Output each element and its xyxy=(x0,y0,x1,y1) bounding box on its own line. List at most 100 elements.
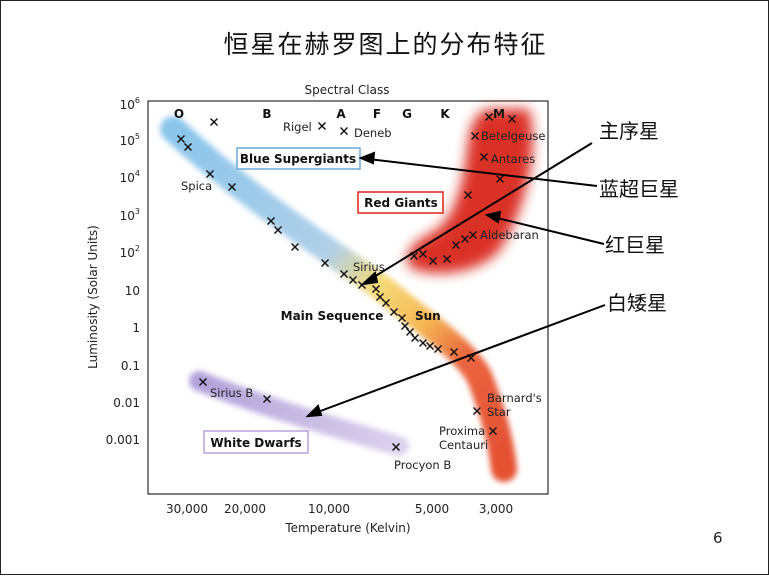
page-number: 6 xyxy=(713,529,723,547)
white-dwarf-band xyxy=(189,371,409,456)
y-axis-ticks: 106 105 104 103 102 10 1 0.1 0.01 0.001 xyxy=(106,96,140,447)
callout-main-sequence: 主序星 xyxy=(599,119,659,143)
plot-frame xyxy=(147,100,549,495)
star-marker xyxy=(390,308,398,316)
arrow-blue-supergiants xyxy=(367,158,598,187)
x-tick-label: 5,000 xyxy=(415,502,449,516)
top-axis-title: Spectral Class xyxy=(305,83,390,97)
star-marker xyxy=(464,191,472,199)
star-marker xyxy=(411,334,419,342)
star-marker xyxy=(228,183,236,191)
y-tick-label: 10 xyxy=(125,284,140,298)
y-tick-label: 0.1 xyxy=(121,359,140,373)
spectral-class-label: M xyxy=(493,107,505,121)
star-marker xyxy=(340,270,348,278)
star-label-proxima: Proxima xyxy=(439,424,485,438)
star-label-barnards: Barnard's xyxy=(487,391,542,405)
arrow-main-sequence xyxy=(368,142,593,281)
star-marker xyxy=(429,257,437,265)
white-dwarfs-label: White Dwarfs xyxy=(210,436,301,450)
arrow-red-giants xyxy=(492,216,605,245)
y-tick-label: 104 xyxy=(120,169,140,185)
arrowhead-blue-supergiants xyxy=(358,151,376,165)
y-tick-label: 105 xyxy=(120,132,140,148)
star-marker xyxy=(496,175,504,183)
x-tick-label: 10,000 xyxy=(308,502,350,516)
star-marker xyxy=(443,255,451,263)
star-marker xyxy=(508,115,516,123)
star-label-sun: Sun xyxy=(415,309,441,323)
y-tick-label: 106 xyxy=(120,96,140,112)
star-marker xyxy=(382,299,390,307)
spectral-class-label: B xyxy=(262,107,271,121)
star-label-aldebaran: Aldebaran xyxy=(480,228,539,242)
callout-labels: 主序星 蓝超巨星 红巨星 白矮星 xyxy=(599,119,679,315)
star-labels: Rigel Deneb Betelgeuse Antares Spica Ald… xyxy=(181,120,545,472)
white-dwarfs-box xyxy=(203,430,309,454)
callout-red-giants: 红巨星 xyxy=(605,233,665,257)
x-axis-ticks: 30,000 20,000 10,000 5,000 3,000 xyxy=(166,502,513,516)
callout-blue-supergiants: 蓝超巨星 xyxy=(599,177,679,201)
y-tick-label: 102 xyxy=(120,244,140,260)
star-marker xyxy=(263,395,271,403)
star-label-barnards: Star xyxy=(487,405,511,419)
star-marker xyxy=(318,122,326,130)
star-marker xyxy=(340,127,348,135)
x-tick-label: 20,000 xyxy=(224,502,266,516)
star-label-procyon-b: Procyon B xyxy=(394,458,451,472)
star-marker xyxy=(406,328,414,336)
callout-arrows xyxy=(305,142,606,418)
star-marker xyxy=(372,285,380,293)
x-axis-title: Temperature (Kelvin) xyxy=(284,521,410,535)
star-marker xyxy=(392,443,400,451)
star-marker xyxy=(489,427,497,435)
star-marker xyxy=(267,217,275,225)
y-tick-label: 1 xyxy=(132,321,140,335)
star-marker xyxy=(434,345,442,353)
star-marker xyxy=(376,293,384,301)
spectral-class-labels: O B A F G K M xyxy=(174,107,505,121)
star-marker xyxy=(210,118,218,126)
main-sequence-band xyxy=(160,116,517,482)
star-marker xyxy=(480,153,488,161)
star-label-rigel: Rigel xyxy=(283,120,312,134)
star-marker xyxy=(419,339,427,347)
red-giants-label: Red Giants xyxy=(364,196,438,210)
spectral-class-label: F xyxy=(373,107,381,121)
arrow-white-dwarfs xyxy=(314,304,606,414)
spectral-class-label: K xyxy=(440,107,450,121)
main-sequence-label: Main Sequence xyxy=(281,309,384,323)
spectral-class-label: O xyxy=(174,107,184,121)
arrowhead-white-dwarfs xyxy=(305,404,323,418)
blue-supergiants-label: Blue Supergiants xyxy=(240,152,356,166)
region-bands xyxy=(160,109,533,482)
star-marker xyxy=(206,170,214,178)
star-marker xyxy=(469,231,477,239)
star-marker xyxy=(426,342,434,350)
x-tick-label: 30,000 xyxy=(166,502,208,516)
star-label-antares: Antares xyxy=(491,152,535,166)
star-marker xyxy=(349,276,357,284)
star-marker xyxy=(485,113,493,121)
star-label-spica: Spica xyxy=(181,179,212,193)
star-marker xyxy=(450,348,458,356)
star-label-sirius: Sirius xyxy=(353,260,385,274)
x-tick-label: 3,000 xyxy=(479,502,513,516)
star-marker xyxy=(401,322,409,330)
star-marker xyxy=(461,235,469,243)
star-marker xyxy=(473,407,481,415)
star-marker xyxy=(291,243,299,251)
star-marker xyxy=(419,250,427,258)
star-marker xyxy=(471,132,479,140)
star-markers xyxy=(177,113,516,451)
star-label-sirius-b: Sirius B xyxy=(210,386,253,400)
arrowhead-main-sequence xyxy=(359,271,379,286)
star-marker xyxy=(321,259,329,267)
star-marker xyxy=(199,378,207,386)
slide-title: 恒星在赫罗图上的分布特征 xyxy=(223,30,548,59)
y-tick-label: 0.001 xyxy=(106,433,140,447)
y-axis-title: Luminosity (Solar Units) xyxy=(86,225,100,369)
star-marker xyxy=(177,135,185,143)
